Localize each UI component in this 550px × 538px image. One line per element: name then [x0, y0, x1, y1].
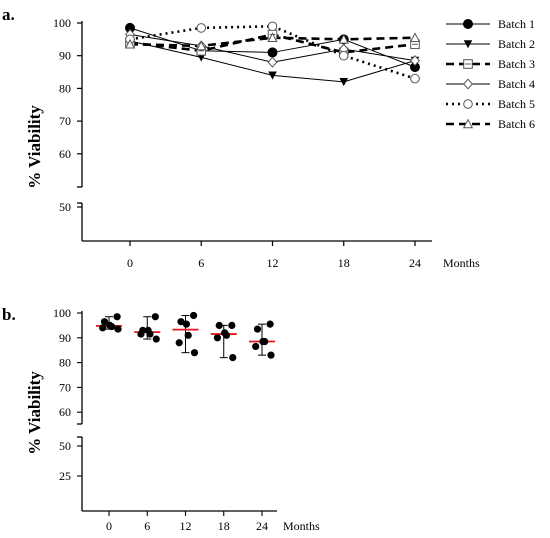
- legend-marker-series-4: [463, 78, 473, 90]
- panel-b-point-0: [100, 318, 109, 326]
- panel-a-point-series-5: [267, 21, 278, 32]
- panel-a-legend: Batch 1 Batch 2 Batch 3 Batch 4 Batch 5 Batch…: [446, 17, 535, 131]
- panel-b-point-18: [228, 321, 236, 329]
- panel-a-x-tick-label: 18: [338, 256, 350, 270]
- legend-marker-series-6: [462, 118, 474, 129]
- panel-b-x-tick-label: 18: [218, 519, 230, 533]
- panel-b-x-tick-label: 24: [256, 519, 268, 533]
- legend-label-series-2: Batch 2: [498, 37, 535, 51]
- panel-a-y-tick-label: 70: [59, 114, 71, 128]
- panel-a-x-tick-label: 24: [409, 256, 421, 270]
- legend-marker-series-1: [463, 19, 473, 29]
- panel-b-point-18: [222, 331, 231, 339]
- panel-b-y-tick-label: 25: [59, 469, 71, 483]
- legend-label-series-5: Batch 5: [498, 97, 535, 111]
- panel-b-point-6: [152, 335, 160, 343]
- panel-b-y-tick-label: 50: [59, 439, 71, 453]
- panel-a-point-series-1: [267, 47, 278, 58]
- panel-b-point-12: [190, 311, 198, 320]
- panel-a-x-axis-label: Months: [443, 256, 480, 270]
- panel-b-label: b.: [2, 305, 16, 324]
- panel-b-point-0: [113, 313, 121, 321]
- panel-b-point-0: [108, 323, 116, 331]
- panel-a-series-line-6: [129, 36, 416, 48]
- legend-marker-series-5: [463, 99, 473, 109]
- panel-b: b. % Viability Months 60 70 80 90 100 25 50 0 6 1…: [2, 305, 320, 533]
- panel-a-y-tick-label: 100: [53, 16, 71, 30]
- panel-b-point-0: [99, 324, 107, 332]
- panel-b-axes: 60 70 80 90 100 25 50 0 6 12 18 24: [53, 306, 277, 533]
- panel-a-point-series-5: [196, 23, 207, 33]
- legend-label-series-4: Batch 4: [498, 77, 535, 91]
- legend-label-series-6: Batch 6: [498, 117, 535, 131]
- panel-b-point-24: [253, 325, 262, 333]
- panel-b-y-tick-label: 70: [59, 380, 71, 394]
- panel-b-y-tick-label: 100: [53, 306, 71, 320]
- panel-a-point-series-5: [410, 73, 420, 84]
- legend-label-series-3: Batch 3: [498, 57, 535, 71]
- panel-b-point-24: [252, 342, 260, 351]
- panel-a-axes: 60 70 80 90 100 50 0 6 12 18 24: [53, 16, 432, 270]
- panel-a-markers: [124, 21, 421, 87]
- panel-b-point-24: [267, 351, 275, 359]
- panel-b-y-tick-label: 90: [59, 331, 71, 345]
- panel-a-point-series-2: [268, 71, 277, 80]
- panel-b-x-tick-label: 0: [106, 519, 112, 533]
- panel-b-point-12: [190, 349, 199, 357]
- panel-a-label: a.: [2, 5, 15, 24]
- panel-a-y-tick-label: 80: [59, 81, 71, 95]
- panel-a-point-series-4: [267, 56, 278, 68]
- panel-a-series-line-5: [129, 24, 416, 80]
- panel-b-point-18: [215, 321, 223, 329]
- panel-a-point-series-6: [267, 32, 278, 43]
- panel-b-y-axis-label: % Viability: [25, 371, 44, 455]
- panel-b-y-tick-label: 60: [59, 405, 71, 419]
- panel-a: a. % Viability Months 60 70 80 90 100 50 0 6 12 1…: [2, 5, 535, 270]
- panel-a-y-tick-label: 50: [59, 200, 71, 214]
- panel-b-points: [99, 311, 275, 362]
- panel-b-point-24: [261, 337, 269, 346]
- panel-a-point-series-2: [339, 78, 349, 87]
- panel-b-point-24: [266, 320, 274, 328]
- panel-a-point-series-6: [338, 33, 349, 44]
- panel-a-point-series-4: [410, 55, 420, 67]
- panel-b-x-tick-label: 12: [180, 519, 192, 533]
- panel-a-x-tick-label: 6: [198, 256, 204, 270]
- legend-label-series-1: Batch 1: [498, 17, 535, 31]
- panel-b-y-tick-label: 80: [59, 356, 71, 370]
- panel-a-point-series-6: [409, 32, 421, 43]
- panel-a-point-series-6: [124, 38, 136, 49]
- panel-a-x-tick-label: 12: [267, 256, 279, 270]
- panel-b-point-6: [146, 330, 154, 338]
- panel-b-point-12: [177, 318, 185, 326]
- panel-a-y-tick-label: 90: [59, 49, 71, 63]
- panel-a-y-axis-label: % Viability: [25, 105, 44, 189]
- panel-b-point-0: [114, 325, 122, 333]
- panel-a-point-series-6: [196, 40, 207, 51]
- panel-a-y-tick-label: 60: [59, 147, 71, 161]
- panel-b-point-6: [137, 330, 145, 338]
- panel-b-x-axis-label: Months: [283, 519, 320, 533]
- panel-b-point-12: [175, 339, 183, 347]
- legend-marker-series-2: [463, 40, 473, 49]
- panel-b-point-18: [213, 334, 222, 342]
- panel-b-point-18: [229, 354, 237, 362]
- panel-b-point-6: [151, 313, 159, 321]
- panel-b-point-12: [182, 320, 190, 328]
- panel-b-x-tick-label: 6: [144, 519, 150, 533]
- panel-a-x-tick-label: 0: [127, 256, 133, 270]
- panel-a-point-series-5: [338, 50, 349, 61]
- panel-b-point-12: [184, 331, 192, 339]
